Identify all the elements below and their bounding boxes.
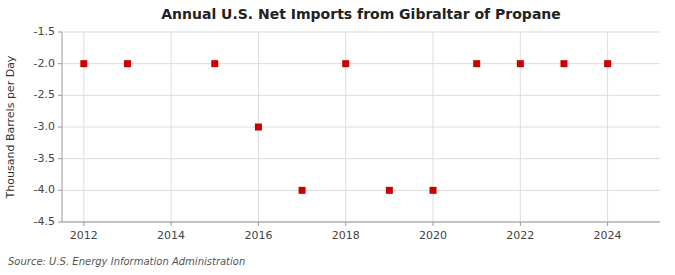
tick-label-y: -4.5 [34,215,55,228]
point [255,124,262,131]
tick-label-x: 2012 [70,229,98,242]
tick-label-y: -3.0 [34,120,55,133]
grid-line-y [62,32,660,33]
tick-label-y: -3.5 [34,152,55,165]
tick-x [520,222,521,226]
grid [62,32,660,222]
axes: -4.5 -4.0 -3.5 -3.0 -2.5 -2.0 -1.5 2012 2014 2016… [34,25,660,242]
tick-label-x: 2016 [244,229,272,242]
tick-label-x: 2022 [506,229,534,242]
annotation: Source: U.S. Energy Information Administ… [8,256,245,267]
tick-x [345,222,346,226]
tick-y [58,127,62,128]
point [211,60,218,67]
grid-line-y [62,222,660,223]
point [604,60,611,67]
tick-y [58,222,62,223]
tick-x [171,222,172,226]
axis-line-y [62,32,63,222]
tick-x [607,222,608,226]
grid-line-y [62,158,660,159]
point [517,60,524,67]
points [80,60,611,194]
tick-label-y: -2.0 [34,57,55,70]
point [342,60,349,67]
tick-label-x: 2024 [594,229,622,242]
chart: -4.5 -4.0 -3.5 -3.0 -2.5 -2.0 -1.5 2012 2014 2016… [0,0,675,275]
tick-label-x: 2018 [332,229,360,242]
tick-y [58,95,62,96]
background [0,0,675,275]
point [473,60,480,67]
tick-x [258,222,259,226]
chart-container: -4.5 -4.0 -3.5 -3.0 -2.5 -2.0 -1.5 2012 2014 2016… [0,0,675,275]
tick-y [58,158,62,159]
tick-y [58,32,62,33]
tick-y [58,190,62,191]
grid-line-y [62,63,660,64]
grid-line-y [62,95,660,96]
point [80,60,87,67]
tick-label-y: -1.5 [34,25,55,38]
tick-label-y: -2.5 [34,88,55,101]
title: Annual U.S. Net Imports from Gibraltar o… [161,6,561,22]
point [560,60,567,67]
axis-line-x [62,222,660,223]
point [386,187,393,194]
tick-y [58,63,62,64]
point [124,60,131,67]
grid-line-y [62,190,660,191]
point [299,187,306,194]
tick-label-x: 2020 [419,229,447,242]
grid-line-y [62,127,660,128]
grid-line-x [171,32,172,222]
point [430,187,437,194]
tick-label-x: 2014 [157,229,185,242]
tick-x [83,222,84,226]
tick-label-y: -4.0 [34,183,55,196]
tick-x [433,222,434,226]
axis-label-y: Thousand Barrels per Day [4,55,17,199]
